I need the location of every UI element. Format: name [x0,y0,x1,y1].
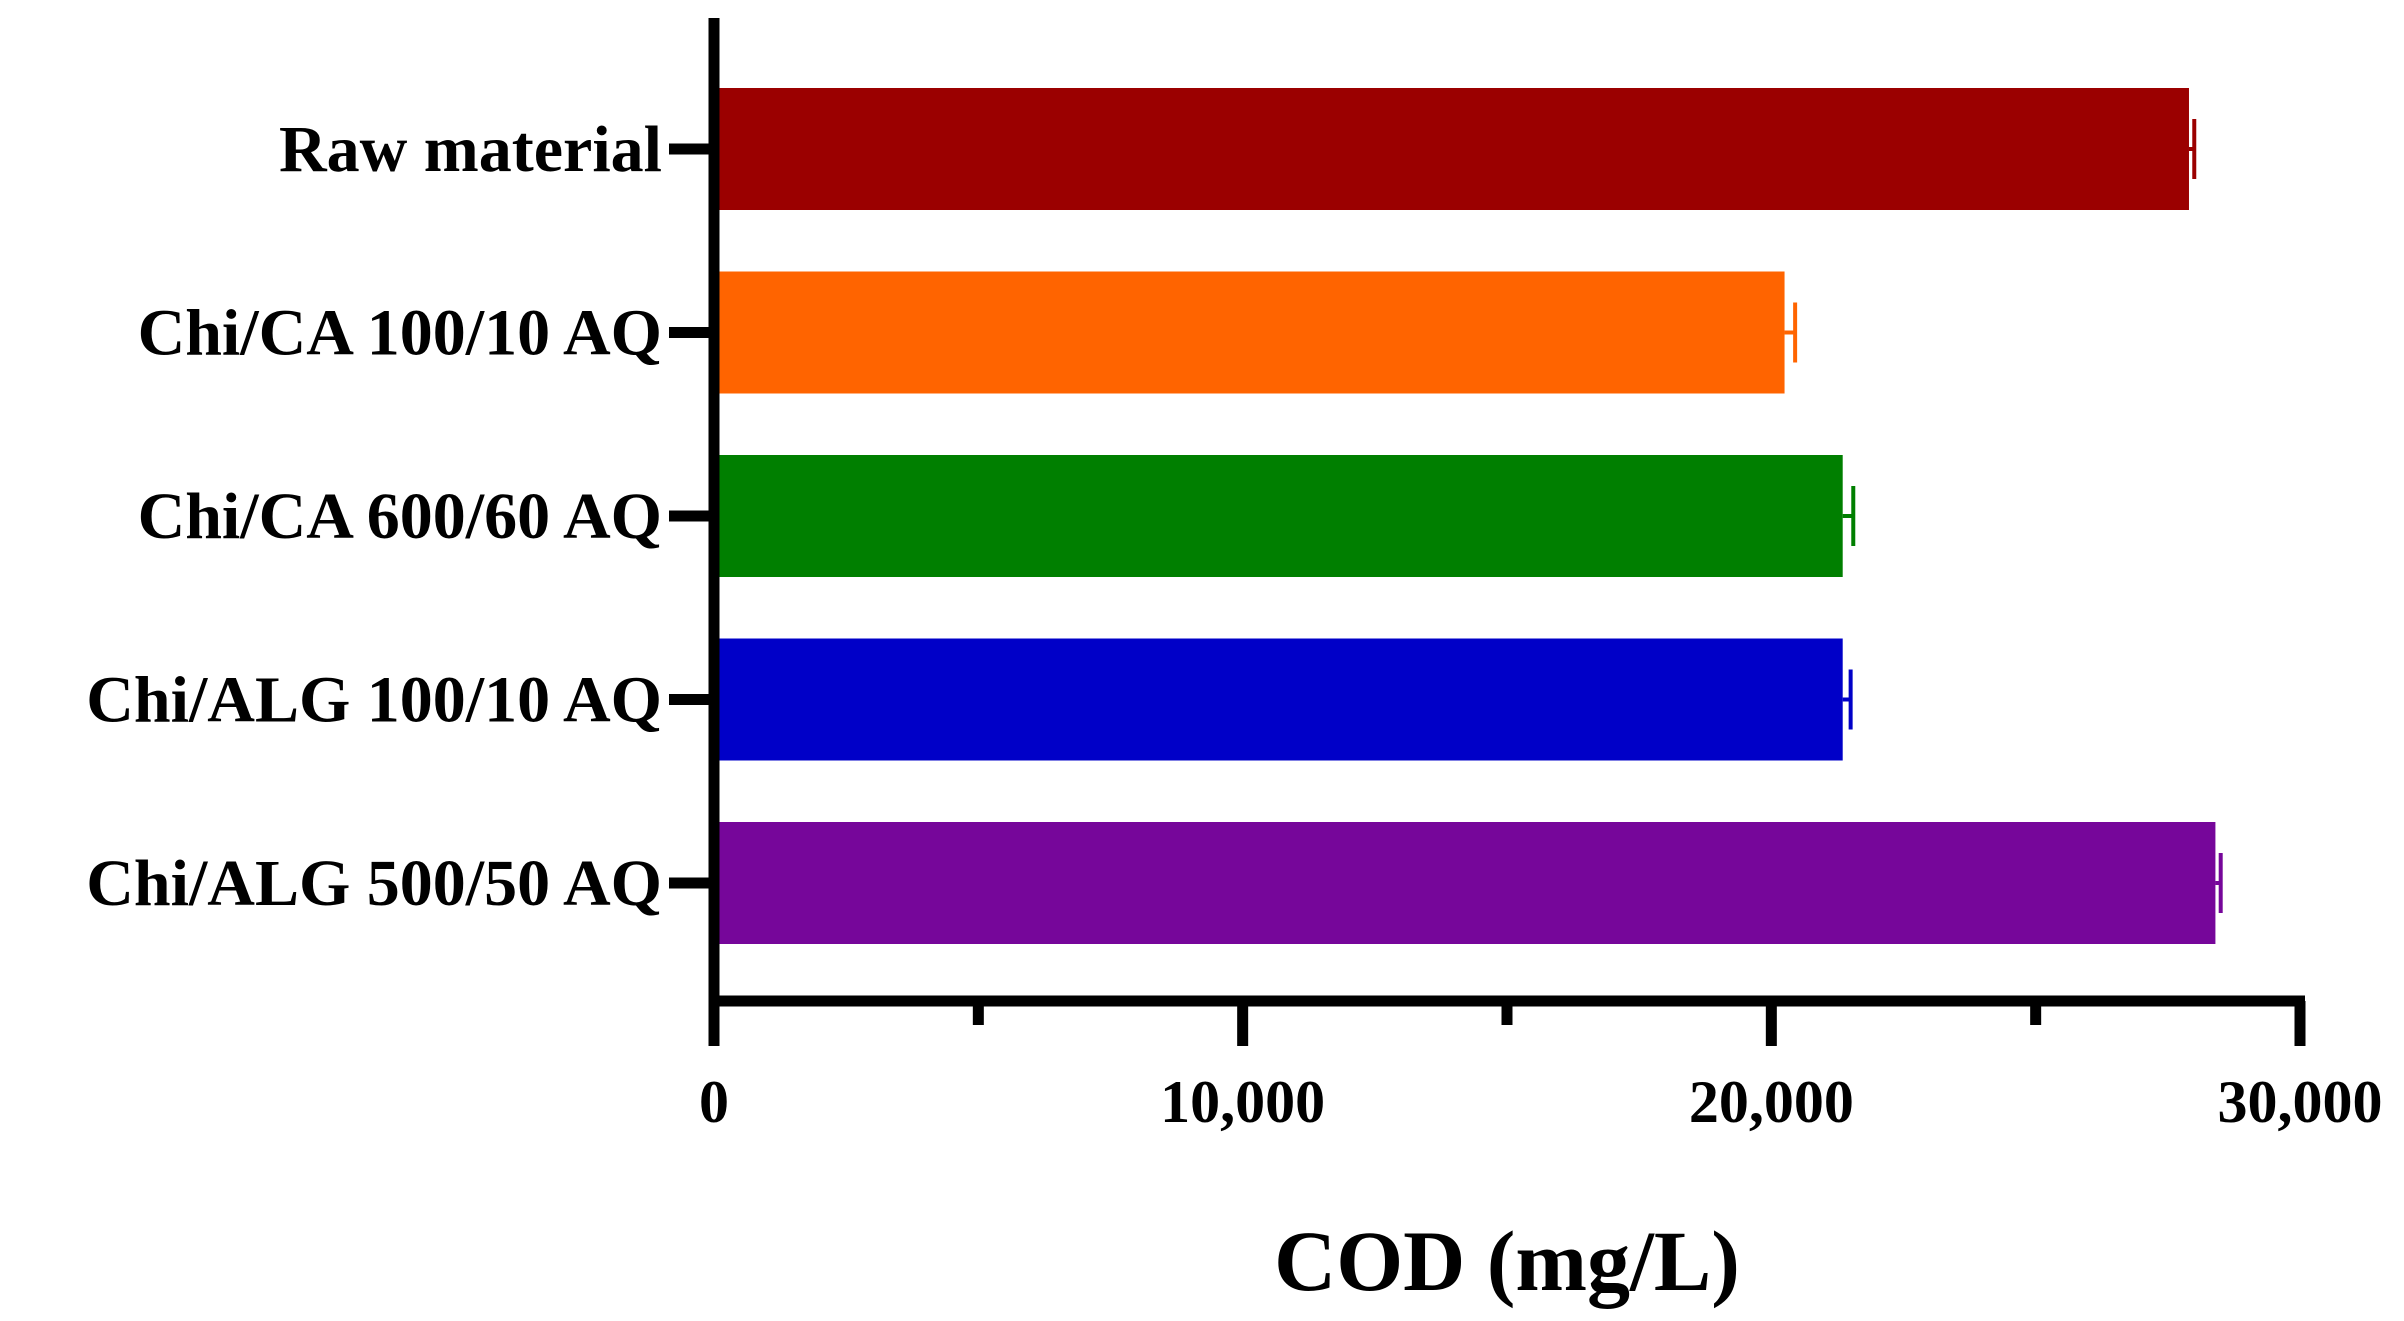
x-tick-label-1: 10,000 [1160,1069,1325,1135]
bars-layer [719,88,2216,944]
category-label-2: Chi/CA 600/60 AQ [138,480,662,553]
category-label-3: Chi/ALG 100/10 AQ [86,664,662,737]
x-tick-label-3: 30,000 [2218,1069,2383,1135]
bar-4 [719,822,2216,944]
category-label-1: Chi/CA 100/10 AQ [138,297,662,370]
category-label-4: Chi/ALG 500/50 AQ [86,847,662,920]
bar-0 [719,88,2189,210]
bar-3 [719,638,1843,761]
x-tick-label-0: 0 [699,1069,729,1135]
category-label-0: Raw material [279,113,662,186]
ticks-layer [669,143,2306,1046]
x-tick-label-2: 20,000 [1689,1069,1854,1135]
bar-1 [719,271,1785,394]
labels-layer: Raw material Chi/CA 100/10 AQ Chi/CA 600/6… [86,113,2382,1135]
x-axis-title: COD (mg/L) [1274,1213,1740,1309]
bar-2 [719,455,1843,577]
error-bars-layer [1784,119,2223,913]
